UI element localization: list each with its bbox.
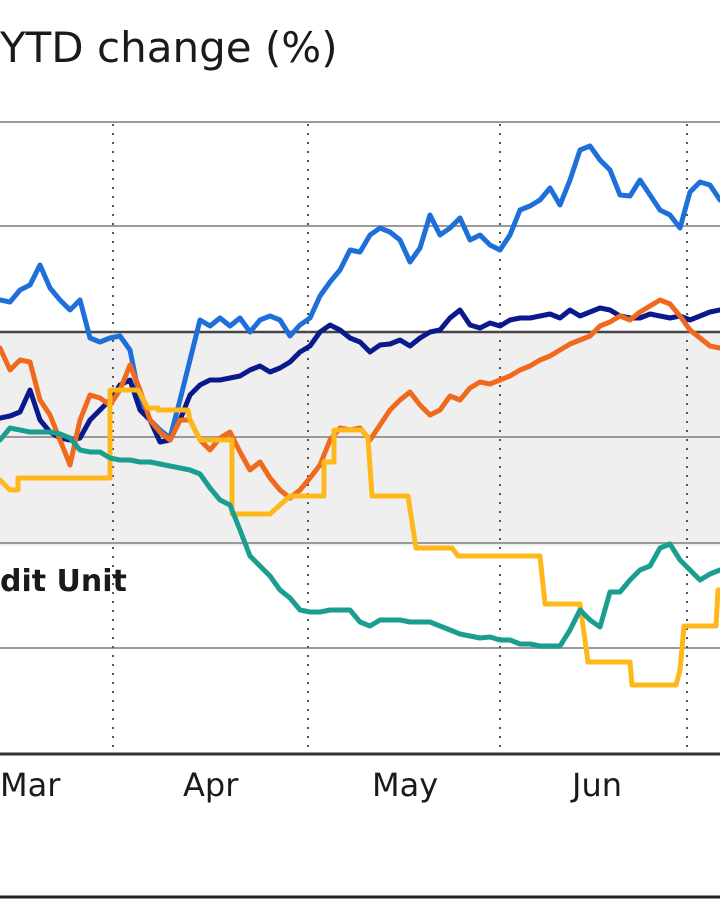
x-tick-label: May xyxy=(372,766,438,804)
series-line-0 xyxy=(0,143,720,441)
x-axis-labels: Mar Apr May Jun xyxy=(0,766,622,804)
series-line-4 xyxy=(0,425,720,649)
chart-title: YTD change (%) xyxy=(0,23,338,72)
series-layer xyxy=(0,143,720,688)
horizontal-gridlines xyxy=(0,121,720,649)
series-annotation: dit Unit xyxy=(0,564,127,599)
x-tick-label: Mar xyxy=(0,766,61,804)
series-line-3 xyxy=(0,387,720,688)
x-tick-label: Jun xyxy=(570,766,622,804)
shaded-band xyxy=(0,332,720,546)
vertical-gridlines xyxy=(112,124,688,752)
x-tick-label: Apr xyxy=(183,766,239,804)
